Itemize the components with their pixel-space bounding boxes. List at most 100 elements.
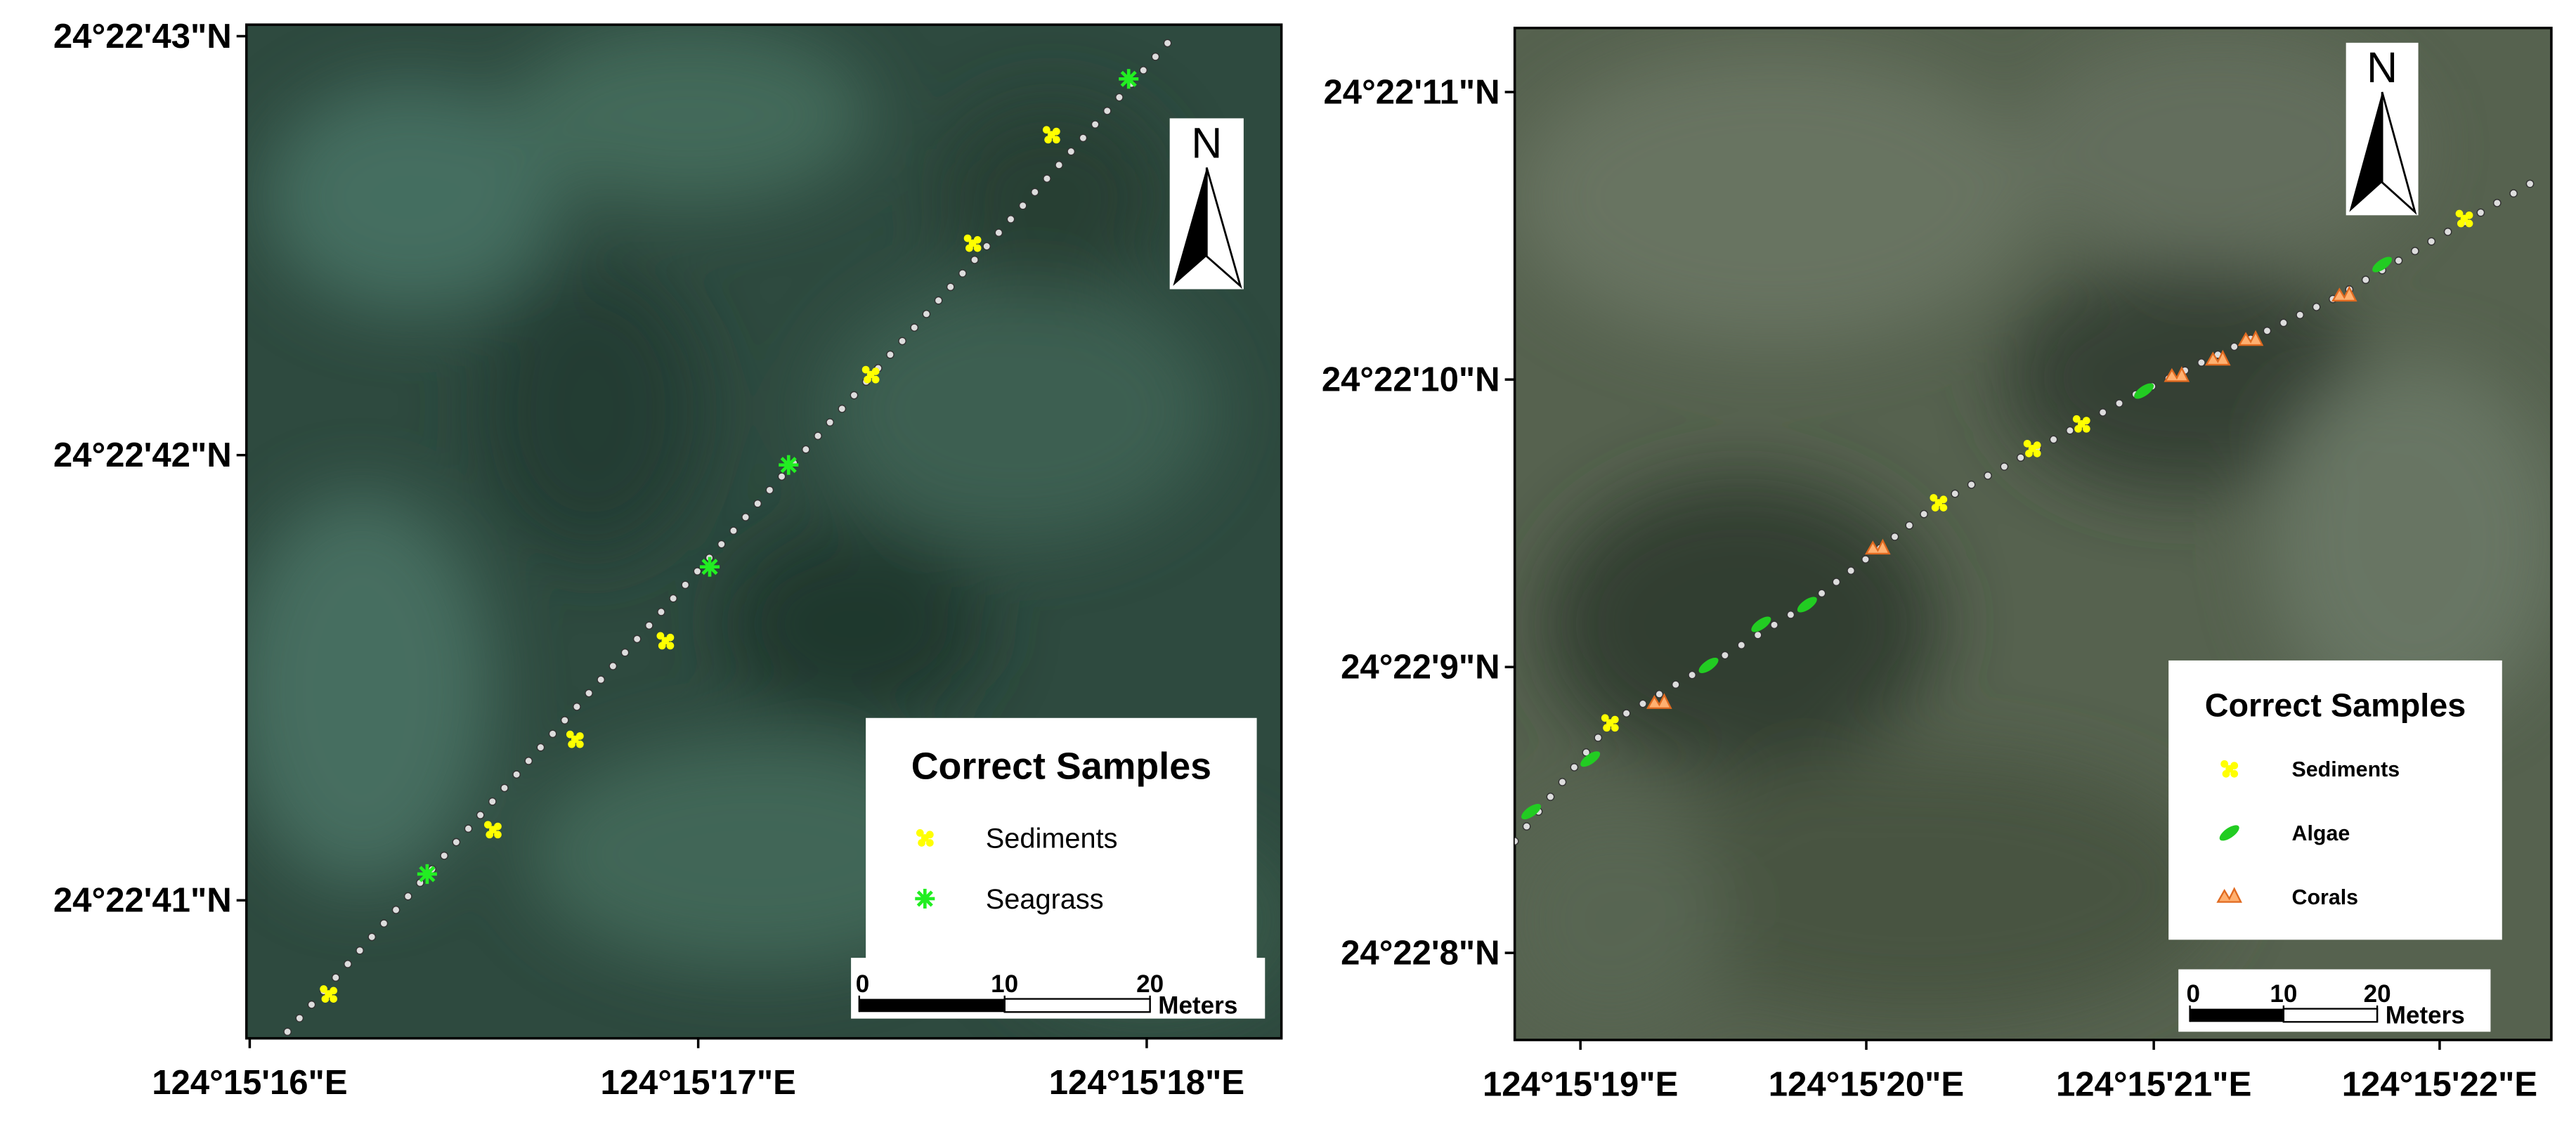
sediments-sample [661,637,670,645]
scale-segment-dark [859,998,1005,1013]
track-point [344,960,352,968]
track-point [1006,215,1015,223]
track-point [1055,161,1063,169]
seagrass-sample [1120,70,1137,87]
sediments-sample [2033,449,2041,457]
track-point [2197,358,2206,367]
track-point [1622,709,1631,717]
track-point [802,445,810,454]
lon-label: 124°15'22"E [2342,1066,2537,1104]
track-point [2263,326,2272,335]
track-point [1786,611,1795,619]
sediments-sample [571,735,579,743]
track-point [1522,822,1531,831]
scale-tick-label: 10 [2270,980,2297,1008]
track-point [1151,52,1160,61]
sediments-sample [963,234,972,242]
track-point [2115,399,2123,408]
lat-label: 24°22'8"N [1341,934,1500,972]
corals-sample [2237,330,2264,346]
track-point [2016,453,2025,462]
scale-segment-dark [2190,1008,2284,1022]
sediments-sample [330,995,337,1003]
track-point [1832,578,1841,587]
legend-box [866,717,1257,981]
track-point [1861,555,1870,564]
scale-segment-light [2282,1008,2379,1023]
frame-right [1513,27,2553,1041]
track-point [1043,174,1051,183]
track-point [717,540,726,549]
track-point [1655,690,1664,698]
track-point [838,404,847,413]
track-point [850,391,859,400]
track-point [632,635,642,644]
track-point [2279,318,2288,327]
track-point [512,770,521,779]
track-point [958,269,967,278]
north-label: N [2367,44,2398,91]
track-point [331,973,340,982]
legend-label: Corals [2292,885,2359,909]
track-point [2361,275,2370,285]
track-point [440,851,449,860]
track-point [994,228,1003,238]
map-panel: 24°22'11"N 24°22'10"N 24°22'9"N 24°22'8"N 12… [1322,42,2537,1104]
track-point [391,906,401,914]
sediments-sample [325,990,332,998]
track-point [946,282,955,292]
track-point [1091,120,1100,129]
north-arrow-light [1205,167,1242,289]
track-point [814,431,822,441]
track-point [1753,630,1762,639]
north-arrow: N [1169,118,1244,289]
track-point [826,418,835,427]
frame-left [245,23,1283,1040]
sediments-sample [1934,499,1943,507]
track-point [379,919,389,928]
scale-tick-label: 0 [2186,980,2200,1008]
track-point [729,526,738,535]
corals-sample [1646,693,1672,709]
track-point [2296,311,2305,320]
north-arrow: N [2346,42,2419,216]
overlays: 24°22'43"N 24°22'42"N 24°22'41"N 124°15'16"… [53,18,2537,1104]
track-point [560,716,569,724]
track-point [2066,426,2074,435]
sediments-symbol [2230,769,2239,778]
sediments-symbol [921,834,929,842]
sediments-sample [2072,415,2081,423]
corals-sample [2204,349,2231,366]
north-arrow-light [2381,91,2417,215]
sediments-sample [2077,419,2086,428]
track-point [620,648,630,657]
lon-label: 124°15'18"E [1049,1064,1244,1102]
track-point [1671,680,1680,689]
sediments-symbol [2220,760,2229,768]
scale-tick-label: 20 [1136,970,1164,998]
track-point [2427,237,2436,246]
sediments-sample [1611,724,1619,732]
seagrass-sample [701,559,718,575]
algae-symbol [2219,825,2239,841]
seagrass-symbol [916,890,933,907]
sediments-sample [2455,209,2464,218]
track-point [657,608,665,616]
track-point [2525,179,2535,188]
track-point [464,824,473,833]
track-point [2049,435,2058,444]
north-label: N [1191,119,1222,167]
lon-label: 124°15'17"E [600,1064,795,1102]
sediments-sample [2082,424,2090,433]
track-point [1688,670,1696,679]
track-point [898,337,906,346]
algae-sample [2372,256,2393,273]
lon-label: 124°15'20"E [1769,1066,1964,1104]
track-point [1558,778,1567,786]
track-point [1546,793,1555,801]
algae-sample [2134,383,2154,399]
scale-tick-label: 20 [2364,980,2391,1008]
track-point [452,838,461,847]
